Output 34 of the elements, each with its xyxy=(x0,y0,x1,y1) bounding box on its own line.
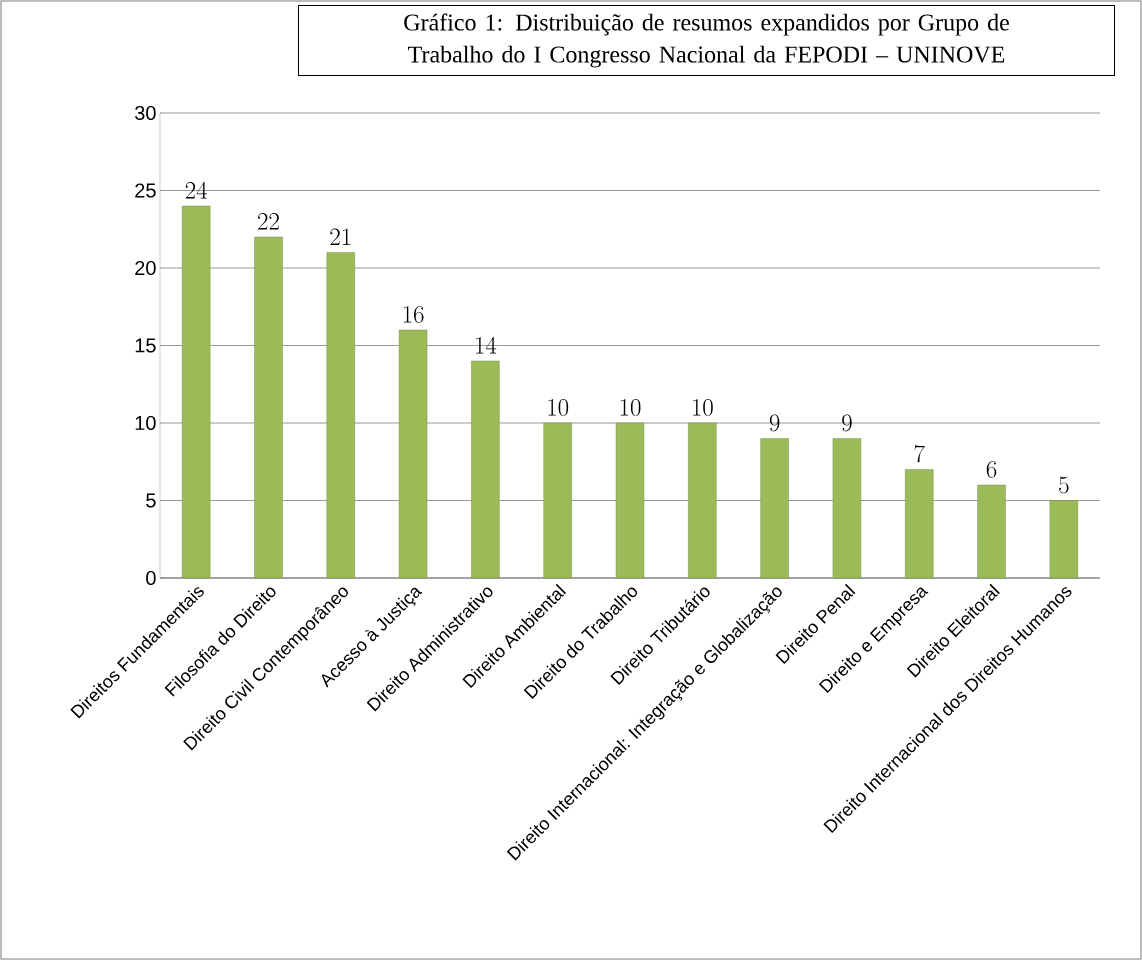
bar xyxy=(543,422,572,579)
bar xyxy=(615,422,645,579)
bar xyxy=(398,329,428,579)
y-tick-label: 20 xyxy=(135,260,156,276)
y-tick-label: 30 xyxy=(135,105,156,121)
data-label: 21 xyxy=(330,228,351,245)
y-tick-label: 10 xyxy=(135,415,156,431)
data-label: 5 xyxy=(1059,476,1069,494)
bar xyxy=(905,469,934,579)
chart-title: Gráfico 1: Distribuição de resumos expandidos por Grupo de Trabalho do I Congresso Nacional da FEPODI – UNINOVE xyxy=(404,13,1009,68)
data-label: 22 xyxy=(258,213,279,230)
bar xyxy=(326,252,355,579)
bar xyxy=(832,438,862,579)
y-tick-label: 15 xyxy=(135,338,156,353)
data-label: 9 xyxy=(769,414,780,432)
bar xyxy=(181,205,211,579)
data-label: 24 xyxy=(185,181,208,199)
y-tick-label: 0 xyxy=(146,570,156,586)
bar xyxy=(977,484,1006,579)
bar xyxy=(471,360,500,579)
data-label: 10 xyxy=(693,399,713,416)
data-label: 9 xyxy=(842,414,852,432)
bar xyxy=(688,422,717,579)
bar xyxy=(760,438,789,579)
data-label: 14 xyxy=(476,336,497,354)
y-tick-label: 25 xyxy=(135,183,156,198)
bar xyxy=(254,236,283,579)
data-label: 7 xyxy=(914,445,925,463)
y-tick-label: 5 xyxy=(146,493,156,508)
data-label: 16 xyxy=(403,306,424,323)
data-label: 10 xyxy=(620,399,641,416)
data-label: 6 xyxy=(986,461,997,478)
data-label: 10 xyxy=(548,399,569,416)
bar xyxy=(1049,500,1079,579)
